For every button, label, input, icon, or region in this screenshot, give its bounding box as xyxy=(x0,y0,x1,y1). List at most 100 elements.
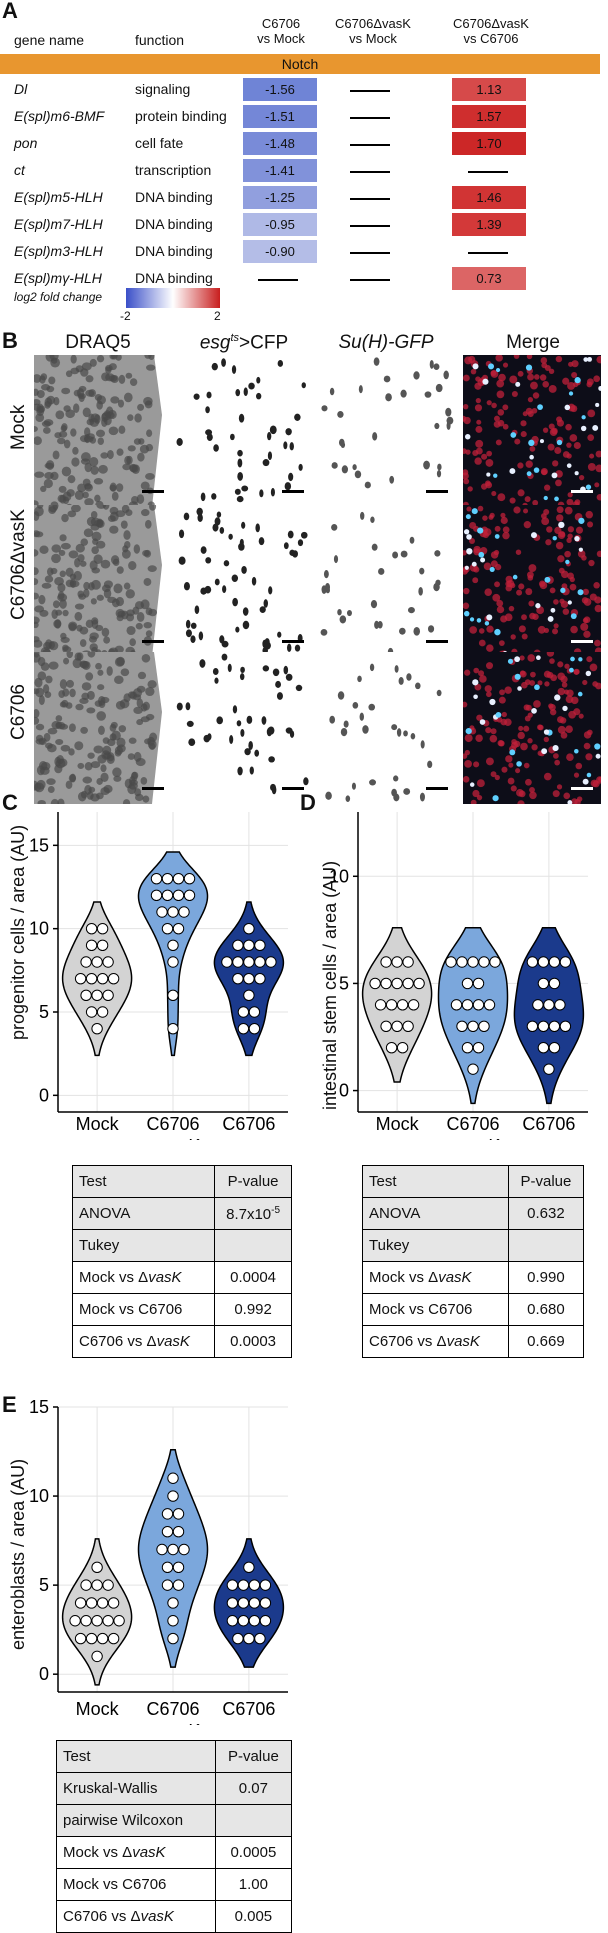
data-point xyxy=(172,1561,185,1574)
data-point xyxy=(172,889,185,902)
data-point xyxy=(156,1543,168,1556)
data-point xyxy=(489,956,501,968)
p-value xyxy=(214,1804,293,1837)
p-value: 0.0004 xyxy=(214,1261,292,1294)
p-value: 0.990 xyxy=(507,1261,585,1294)
data-point xyxy=(461,1042,474,1054)
gene-name: E(spl)m7-HLH xyxy=(14,216,103,232)
data-point xyxy=(69,1615,81,1627)
panel-d-violin-chart: 0 5 10 Mock C6706 C6706 ΔvasK xyxy=(329,812,588,1140)
data-point xyxy=(80,956,92,968)
y-tick-label: 15 xyxy=(29,835,49,855)
gene-function: cell fate xyxy=(135,135,184,151)
gene-function: DNA binding xyxy=(135,243,213,259)
data-point xyxy=(391,977,403,990)
data-point xyxy=(543,999,555,1011)
test-name: pairwise Wilcoxon xyxy=(56,1804,216,1837)
data-point xyxy=(554,999,566,1011)
data-point xyxy=(172,1508,185,1520)
row-label-c6706: C6706 xyxy=(8,684,29,740)
data-point xyxy=(456,1020,468,1032)
y-tick-label: 10 xyxy=(29,1486,49,1506)
data-point xyxy=(172,872,185,885)
data-point xyxy=(232,939,244,952)
micrograph-esg-cfp-c6706-vask xyxy=(174,505,312,657)
no-change-dash xyxy=(350,252,390,254)
data-point xyxy=(232,972,244,985)
header-gene-name: gene name xyxy=(14,32,85,48)
test-name: ANOVA xyxy=(362,1197,509,1230)
stats-row: C6706 vs ΔvasK 0.669 xyxy=(362,1325,585,1358)
x-tick-sublabel: ΔvasK xyxy=(146,1136,200,1140)
gene-name: pon xyxy=(14,135,38,151)
data-point xyxy=(445,956,457,968)
scale-bar xyxy=(571,787,593,790)
test-name: C6706 vs ΔvasK xyxy=(71,1325,216,1358)
panel-e-letter: E xyxy=(2,1392,17,1417)
stats-row: Mock vs C6706 0.992 xyxy=(71,1293,292,1326)
data-point xyxy=(537,1042,550,1054)
x-tick-label: C6706 xyxy=(146,1699,199,1719)
no-change-dash xyxy=(258,279,298,281)
data-point xyxy=(402,956,414,968)
legend-min: -2 xyxy=(120,309,131,323)
data-point xyxy=(243,989,255,1002)
data-point xyxy=(161,1525,174,1538)
data-point xyxy=(461,977,474,990)
p-value: 0.669 xyxy=(507,1325,585,1358)
data-point xyxy=(537,1020,550,1032)
gene-function: DNA binding xyxy=(135,216,213,232)
scale-bar xyxy=(426,490,448,493)
fold-change-c6706-vs-mock: -1.41 xyxy=(243,159,317,182)
test-name: Mock vs C6706 xyxy=(362,1293,509,1326)
data-point xyxy=(232,956,244,968)
data-point xyxy=(167,989,179,1002)
data-point xyxy=(396,1042,409,1054)
x-tick-label: Mock xyxy=(376,1114,420,1134)
data-point xyxy=(183,889,196,902)
data-point xyxy=(402,977,414,990)
data-point xyxy=(243,1632,255,1645)
col-header-merge: Merge xyxy=(506,332,560,353)
p-value: 0.680 xyxy=(507,1293,585,1326)
header-function: function xyxy=(135,32,185,48)
data-point xyxy=(80,989,92,1002)
fold-change-c6706-vs-mock: -1.56 xyxy=(243,78,317,101)
data-point xyxy=(74,1632,87,1645)
test-name: Mock vs C6706 xyxy=(56,1868,216,1901)
p-value: 0.992 xyxy=(214,1293,292,1326)
test-name: Mock vs ΔvasK xyxy=(56,1836,216,1869)
fold-change-vask-vs-c6706: 0.73 xyxy=(452,267,526,290)
p-value: 0.0005 xyxy=(214,1836,293,1869)
fold-change-c6706-vs-mock: -1.51 xyxy=(243,105,317,128)
fold-change-c6706-vs-mock: -0.90 xyxy=(243,240,317,263)
data-point xyxy=(167,1490,179,1502)
gene-name: ct xyxy=(14,162,25,178)
data-point xyxy=(226,1597,239,1609)
no-change-dash xyxy=(468,171,508,173)
data-point xyxy=(396,999,409,1011)
data-point xyxy=(456,956,468,968)
data-point xyxy=(237,1022,250,1035)
x-tick-label: C6706 xyxy=(522,1114,575,1134)
no-change-dash xyxy=(350,171,390,173)
y-tick-label: 10 xyxy=(29,919,49,939)
stats-row: Test P-value xyxy=(56,1740,293,1773)
micrograph-esg-cfp-c6706 xyxy=(174,652,312,804)
data-point xyxy=(161,1579,174,1591)
stats-row: ANOVA 0.632 xyxy=(362,1197,585,1230)
data-point xyxy=(243,939,255,952)
data-point xyxy=(150,872,163,885)
y-tick-label: 15 xyxy=(29,1397,49,1417)
p-value: P-value xyxy=(507,1165,585,1198)
data-point xyxy=(85,922,98,935)
test-name: Mock vs ΔvasK xyxy=(71,1261,216,1294)
data-point xyxy=(467,1020,479,1032)
p-value: 0.0003 xyxy=(214,1325,292,1358)
stats-row: C6706 vs ΔvasK 0.0003 xyxy=(71,1325,292,1358)
micrograph-merge-c6706 xyxy=(463,652,601,804)
x-tick-sublabel: ΔvasK xyxy=(446,1136,500,1140)
data-point xyxy=(237,1006,250,1018)
gene-function: signaling xyxy=(135,81,191,97)
stats-row: Mock vs ΔvasK 0.0005 xyxy=(56,1836,293,1869)
